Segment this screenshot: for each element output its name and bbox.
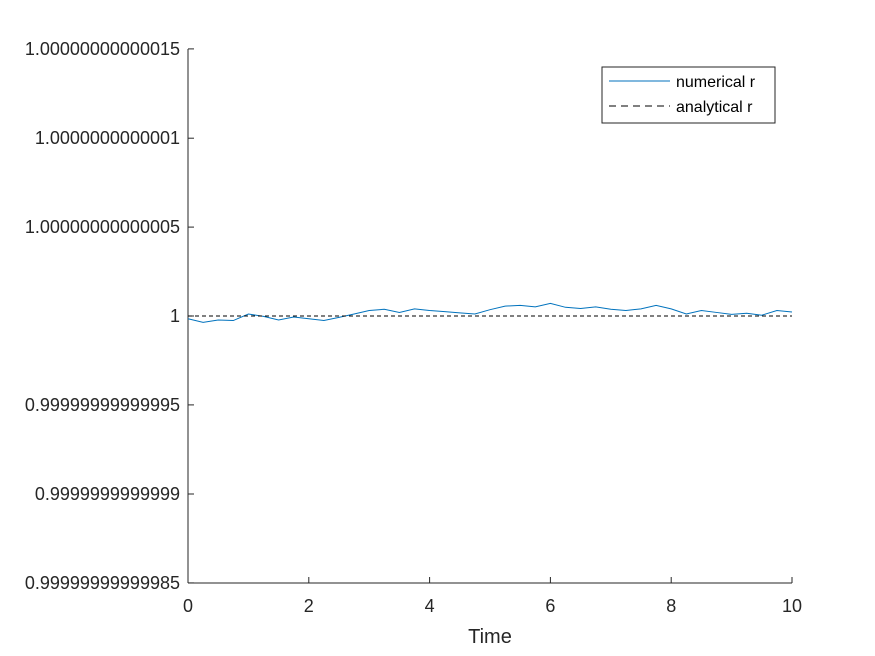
y-tick-label: 1 [170,306,180,326]
y-tick-label: 1.00000000000015 [25,39,180,59]
x-tick-label: 6 [545,596,555,616]
y-ticks: 1.00000000000015 1.0000000000001 1.0000000… [25,39,194,593]
x-tick-label: 0 [183,596,193,616]
y-tick-label: 1.00000000000005 [25,217,180,237]
y-tick-label: 0.9999999999999 [35,484,180,504]
x-axis-label: Time [468,626,512,648]
y-tick-label: 1.0000000000001 [35,128,180,148]
legend-box [601,66,776,124]
x-tick-label: 8 [666,596,676,616]
series-layer [187,302,793,323]
x-tick-label: 10 [782,596,802,616]
legend-label-numerical: numerical r [676,74,756,91]
y-tick-label: 0.99999999999995 [25,395,180,415]
legend: numerical r analytical r [601,66,776,124]
x-tick-label: 2 [304,596,314,616]
series-line-numerical [187,302,793,323]
x-ticks: 0 2 4 6 8 10 [183,577,802,616]
legend-label-analytical: analytical r [676,99,753,116]
y-tick-label: 0.99999999999985 [25,573,180,593]
x-tick-label: 4 [425,596,435,616]
